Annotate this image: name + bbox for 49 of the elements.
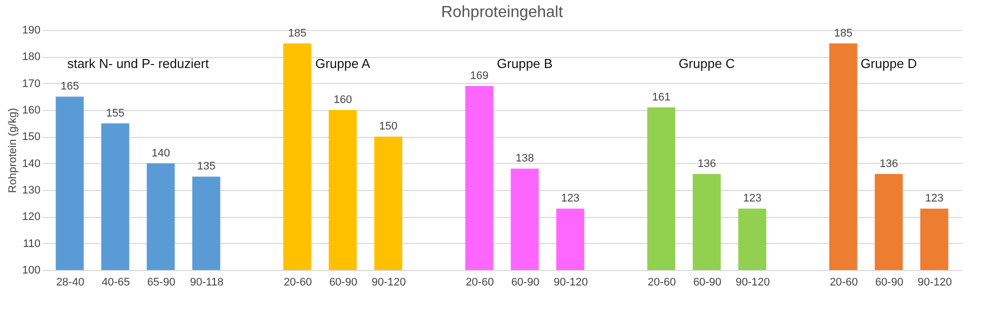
x-tick-label: 20-60: [648, 276, 676, 288]
annotation: Gruppe A: [315, 56, 371, 71]
y-tick-label: 100: [22, 264, 40, 276]
data-label: 136: [880, 158, 898, 170]
data-label: 185: [288, 27, 306, 40]
y-tick-label: 150: [22, 131, 40, 144]
data-label: 169: [470, 70, 488, 82]
annotation: stark N- und P- reduziert: [67, 56, 210, 71]
x-tick-label: 60-90: [875, 276, 904, 288]
data-label: 165: [60, 80, 79, 93]
data-label: 123: [925, 192, 944, 205]
x-tick-label: 20-60: [466, 276, 494, 288]
x-tick-label: 90-118: [190, 276, 224, 288]
x-tick-label: 60-90: [693, 276, 722, 288]
y-tick-label: 130: [22, 184, 40, 196]
annotation: Gruppe B: [496, 56, 553, 71]
x-tick-label: 90-120: [918, 276, 952, 288]
data-label: 138: [516, 152, 534, 165]
data-label: 123: [743, 192, 762, 205]
x-tick-label: 90-120: [372, 276, 406, 288]
x-tick-label: 60-90: [511, 276, 540, 288]
x-tick-label: 60-90: [329, 276, 358, 288]
data-label: 136: [698, 158, 716, 170]
x-tick-label: 40-65: [102, 276, 130, 288]
annotation: Gruppe C: [678, 56, 735, 71]
annotation: Gruppe D: [860, 56, 917, 71]
x-tick-label: 65-90: [147, 276, 176, 288]
y-tick-label: 180: [22, 51, 40, 64]
data-label: 123: [561, 192, 580, 205]
data-label: 135: [197, 160, 216, 173]
y-tick-label: 160: [22, 104, 40, 116]
data-label: 185: [834, 27, 852, 40]
y-tick-label: 120: [22, 211, 40, 224]
x-tick-label: 20-60: [830, 276, 858, 288]
y-tick-label: 140: [22, 158, 40, 170]
x-tick-label: 90-120: [554, 276, 588, 288]
data-label: 161: [652, 91, 670, 104]
x-tick-label: 20-60: [284, 276, 312, 288]
data-label: 150: [379, 120, 398, 133]
y-axis-title: Rohprotein (g/kg): [7, 108, 20, 193]
x-tick-label: 28-40: [56, 276, 84, 288]
x-tick-label: 90-120: [736, 276, 770, 288]
y-tick-label: 170: [22, 78, 40, 90]
y-tick-label: 190: [22, 24, 40, 36]
data-label: 155: [106, 107, 124, 120]
data-label: 140: [152, 147, 170, 160]
y-tick-label: 110: [22, 238, 40, 250]
data-label: 160: [334, 94, 352, 106]
chart-title: Rohproteingehalt: [441, 4, 564, 21]
